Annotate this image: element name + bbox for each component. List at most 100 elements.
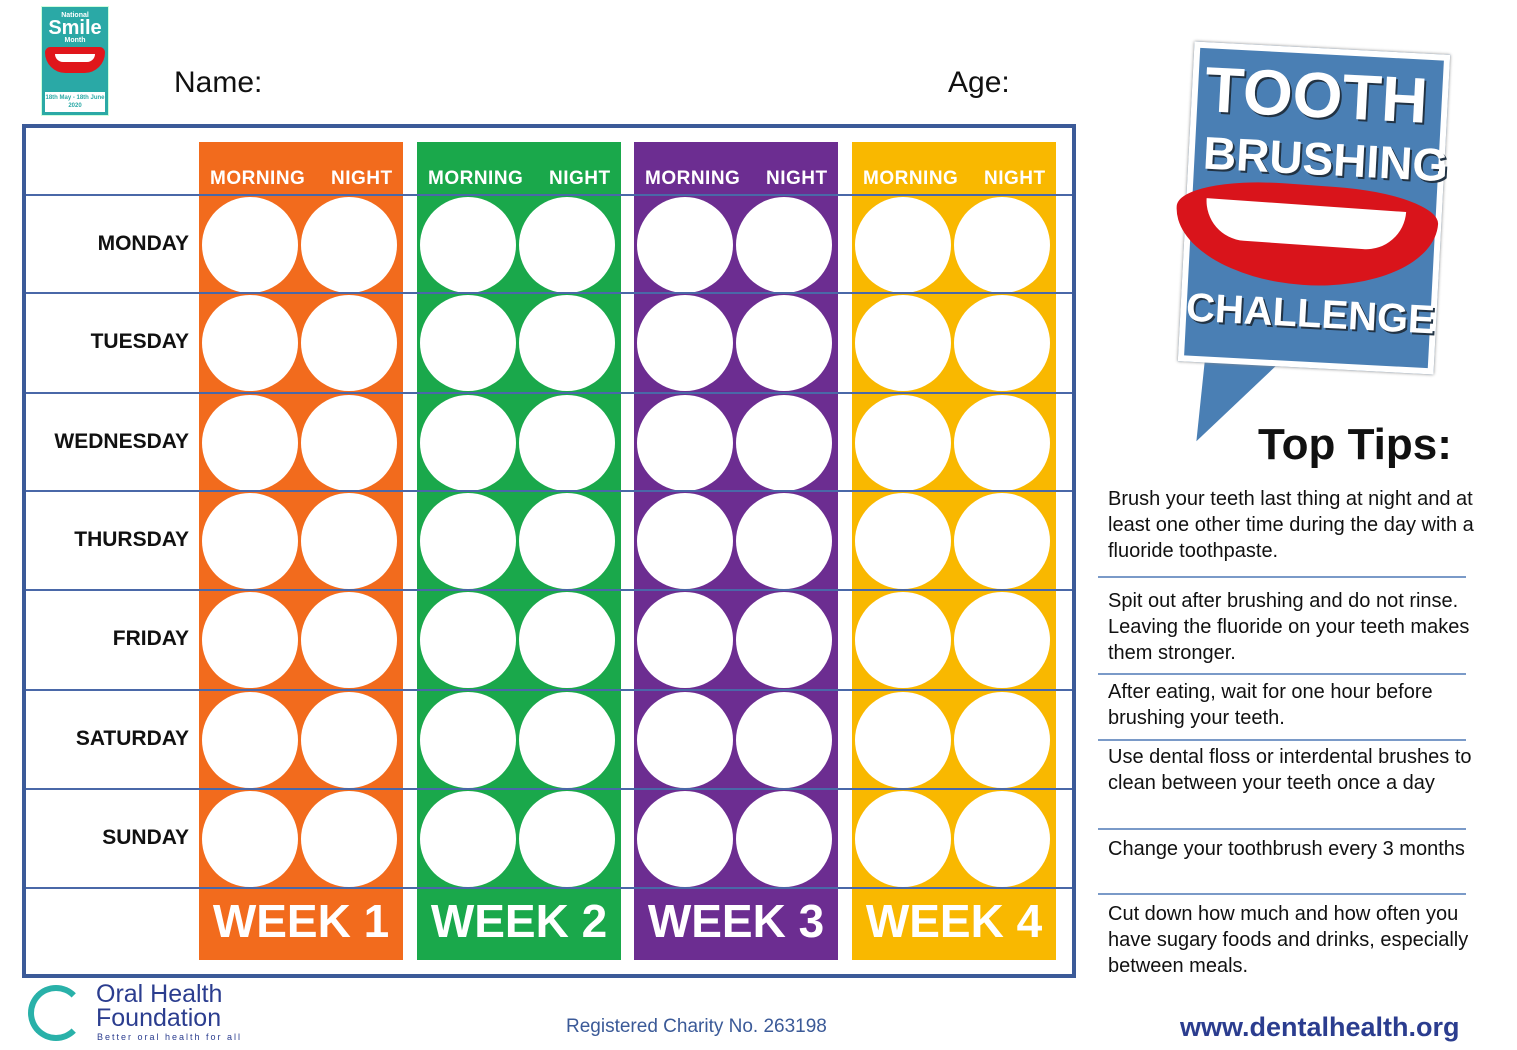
lips-icon — [45, 47, 105, 73]
night-checkbox[interactable] — [519, 295, 615, 391]
morning-checkbox[interactable] — [855, 197, 951, 293]
day-label: SUNDAY — [102, 826, 189, 849]
morning-checkbox[interactable] — [202, 592, 298, 688]
brushing-chart — [22, 124, 1076, 978]
day-label: SATURDAY — [75, 727, 189, 750]
top-tips-heading: Top Tips: — [1258, 420, 1452, 469]
night-checkbox[interactable] — [519, 395, 615, 491]
week-label: WEEK 4 — [865, 895, 1043, 947]
morning-checkbox[interactable] — [637, 295, 733, 391]
morning-checkbox[interactable] — [202, 197, 298, 293]
night-checkbox[interactable] — [736, 592, 832, 688]
night-checkbox[interactable] — [301, 295, 397, 391]
name-label: Name: — [174, 66, 263, 99]
morning-checkbox[interactable] — [202, 493, 298, 589]
night-checkbox[interactable] — [301, 592, 397, 688]
morning-checkbox[interactable] — [202, 295, 298, 391]
morning-checkbox[interactable] — [637, 493, 733, 589]
age-label: Age: — [948, 66, 1010, 99]
smiley-logo-icon — [28, 985, 84, 1041]
night-checkbox[interactable] — [954, 493, 1050, 589]
week-column: MORNING NIGHT WEEK 1 — [199, 142, 403, 960]
day-label: MONDAY — [97, 232, 189, 255]
morning-checkbox[interactable] — [637, 592, 733, 688]
night-checkbox[interactable] — [954, 692, 1050, 788]
tip-divider — [1098, 828, 1466, 830]
week-label: WEEK 1 — [212, 895, 390, 947]
morning-checkbox[interactable] — [202, 692, 298, 788]
night-checkbox[interactable] — [301, 493, 397, 589]
night-checkbox[interactable] — [301, 395, 397, 491]
night-checkbox[interactable] — [519, 197, 615, 293]
day-label: THURSDAY — [74, 528, 189, 551]
morning-checkbox[interactable] — [855, 592, 951, 688]
morning-checkbox[interactable] — [202, 395, 298, 491]
week-label: WEEK 2 — [430, 895, 608, 947]
national-smile-month-logo: National Smile Month 18th May - 18th Jun… — [41, 6, 109, 116]
morning-checkbox[interactable] — [420, 592, 516, 688]
night-checkbox[interactable] — [519, 592, 615, 688]
week-column: MORNING NIGHT WEEK 4 — [852, 142, 1056, 960]
tip-item: After eating, wait for one hour before b… — [1108, 681, 1433, 729]
night-checkbox[interactable] — [736, 791, 832, 887]
row-divider — [26, 392, 1072, 394]
tip-item: Brush your teeth last thing at night and… — [1108, 488, 1474, 562]
tip-item: Spit out after brushing and do not rinse… — [1108, 590, 1470, 664]
day-label: TUESDAY — [90, 330, 189, 353]
tip-item: Cut down how much and how often you have… — [1108, 903, 1469, 977]
morning-checkbox[interactable] — [855, 295, 951, 391]
night-checkbox[interactable] — [736, 295, 832, 391]
day-label: FRIDAY — [112, 627, 189, 650]
morning-checkbox[interactable] — [420, 197, 516, 293]
morning-checkbox[interactable] — [420, 295, 516, 391]
morning-checkbox[interactable] — [637, 791, 733, 887]
night-checkbox[interactable] — [301, 692, 397, 788]
row-divider — [26, 589, 1072, 591]
website-link[interactable]: www.dentalhealth.org — [1180, 1012, 1460, 1042]
morning-checkbox[interactable] — [855, 791, 951, 887]
morning-checkbox[interactable] — [420, 692, 516, 788]
night-checkbox[interactable] — [954, 295, 1050, 391]
morning-checkbox[interactable] — [637, 692, 733, 788]
row-divider — [26, 194, 1072, 196]
row-divider — [26, 788, 1072, 790]
night-checkbox[interactable] — [736, 395, 832, 491]
night-checkbox[interactable] — [519, 493, 615, 589]
day-label: WEDNESDAY — [54, 430, 189, 453]
morning-checkbox[interactable] — [855, 692, 951, 788]
morning-checkbox[interactable] — [420, 395, 516, 491]
charity-number: Registered Charity No. 263198 — [566, 1016, 827, 1037]
week-column: MORNING NIGHT WEEK 3 — [634, 142, 838, 960]
row-divider — [26, 689, 1072, 691]
tip-divider — [1098, 673, 1466, 675]
morning-checkbox[interactable] — [637, 395, 733, 491]
night-checkbox[interactable] — [301, 197, 397, 293]
week-label: WEEK 3 — [647, 895, 825, 947]
morning-checkbox[interactable] — [855, 493, 951, 589]
tip-item: Use dental floss or interdental brushes … — [1108, 746, 1472, 794]
tip-divider — [1098, 893, 1466, 895]
oral-health-foundation-logo: Oral Health Foundation — [96, 980, 223, 1032]
tip-divider — [1098, 739, 1466, 741]
morning-checkbox[interactable] — [420, 791, 516, 887]
tip-divider — [1098, 576, 1466, 578]
night-checkbox[interactable] — [301, 791, 397, 887]
morning-checkbox[interactable] — [637, 197, 733, 293]
tip-item: Change your toothbrush every 3 months — [1108, 838, 1465, 860]
night-checkbox[interactable] — [736, 197, 832, 293]
morning-checkbox[interactable] — [855, 395, 951, 491]
night-checkbox[interactable] — [954, 791, 1050, 887]
row-divider — [26, 887, 1072, 889]
morning-checkbox[interactable] — [202, 791, 298, 887]
morning-checkbox[interactable] — [420, 493, 516, 589]
row-divider — [26, 490, 1072, 492]
night-checkbox[interactable] — [519, 692, 615, 788]
night-checkbox[interactable] — [519, 791, 615, 887]
week-column: MORNING NIGHT WEEK 2 — [417, 142, 621, 960]
night-checkbox[interactable] — [736, 692, 832, 788]
night-checkbox[interactable] — [954, 395, 1050, 491]
night-checkbox[interactable] — [954, 592, 1050, 688]
night-checkbox[interactable] — [954, 197, 1050, 293]
night-checkbox[interactable] — [736, 493, 832, 589]
row-divider — [26, 292, 1072, 294]
